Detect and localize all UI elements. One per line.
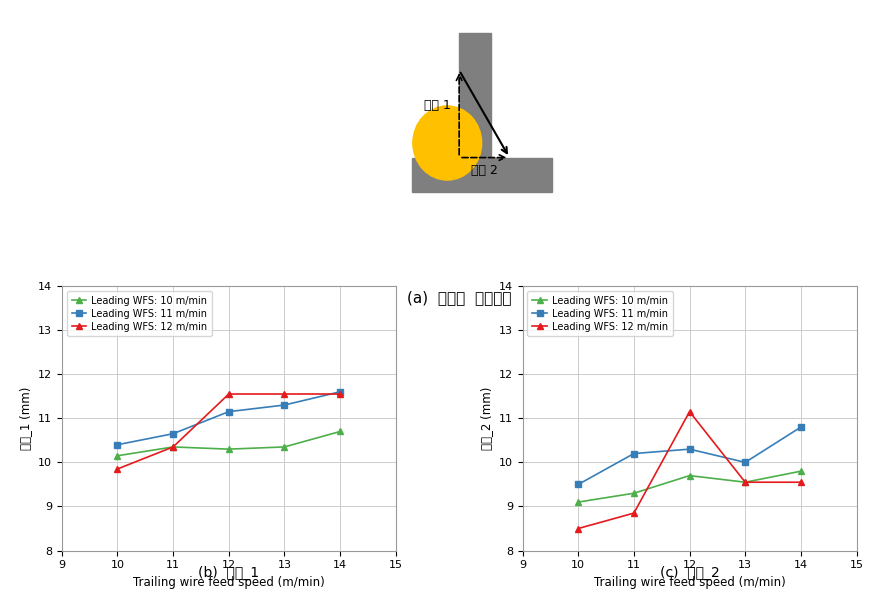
- Ellipse shape: [413, 106, 481, 180]
- Y-axis label: 각장_2 (mm): 각장_2 (mm): [480, 386, 494, 450]
- Y-axis label: 각장_1 (mm): 각장_1 (mm): [19, 386, 33, 450]
- Legend: Leading WFS: 10 m/min, Leading WFS: 11 m/min, Leading WFS: 12 m/min: Leading WFS: 10 m/min, Leading WFS: 11 m…: [67, 291, 212, 337]
- X-axis label: Trailing wire feed speed (m/min): Trailing wire feed speed (m/min): [132, 576, 325, 589]
- Text: (c)  각장_2: (c) 각장_2: [660, 566, 720, 580]
- X-axis label: Trailing wire feed speed (m/min): Trailing wire feed speed (m/min): [593, 576, 786, 589]
- Polygon shape: [411, 158, 552, 192]
- Legend: Leading WFS: 10 m/min, Leading WFS: 11 m/min, Leading WFS: 12 m/min: Leading WFS: 10 m/min, Leading WFS: 11 m…: [527, 291, 673, 337]
- Polygon shape: [459, 33, 491, 158]
- Text: 각장 2: 각장 2: [471, 164, 498, 177]
- Text: (b)  각장_1: (b) 각장_1: [198, 566, 260, 580]
- Text: 각장 1: 각장 1: [425, 99, 451, 113]
- Text: (a)  용접부  크기측정: (a) 용접부 크기측정: [407, 290, 511, 305]
